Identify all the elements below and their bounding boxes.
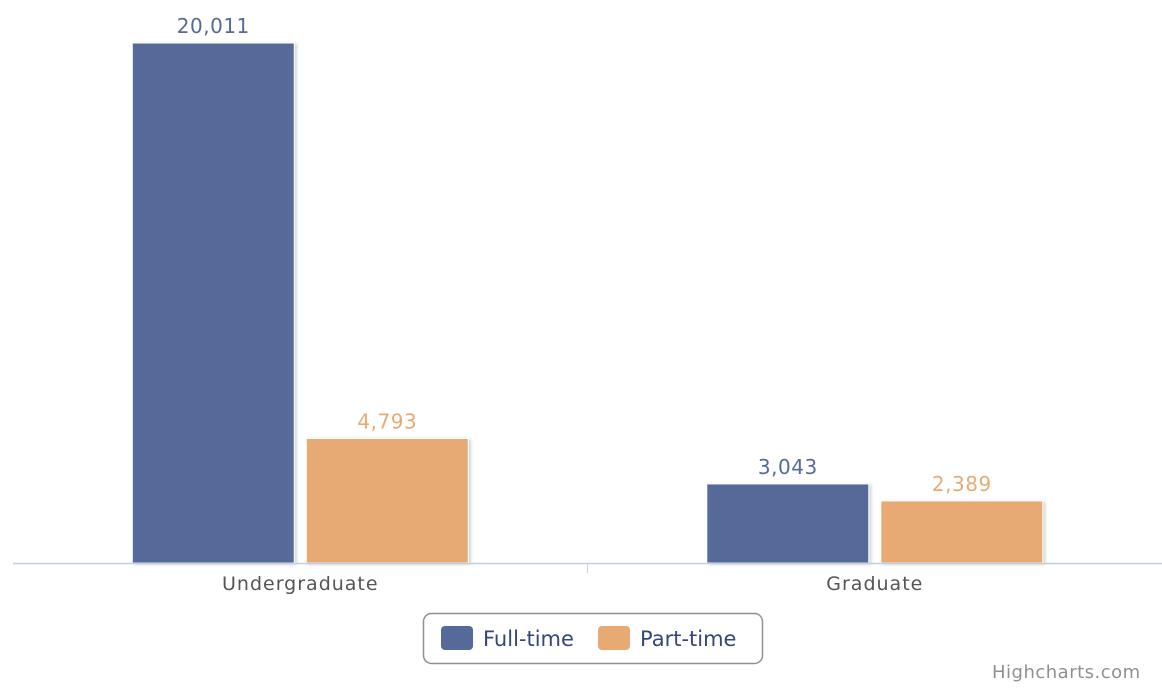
bar-full-time-undergraduate[interactable] xyxy=(131,42,295,564)
bar-full-time-graduate[interactable] xyxy=(706,483,870,564)
legend-label: Part-time xyxy=(640,627,736,651)
legend-swatch xyxy=(441,626,473,650)
bar-part-time-undergraduate[interactable] xyxy=(305,438,469,564)
credit-link[interactable]: Highcharts.com xyxy=(992,662,1141,683)
bars-layer xyxy=(131,42,1044,564)
data-label: 3,043 xyxy=(758,455,818,479)
legend-swatch xyxy=(598,626,630,650)
legend: Full-time Part-time xyxy=(422,612,764,665)
data-label: 20,011 xyxy=(177,14,250,38)
x-tick-label: Graduate xyxy=(826,573,923,595)
data-label: 4,793 xyxy=(357,410,417,434)
x-tick-label: Undergraduate xyxy=(222,573,379,595)
legend-item-full-time[interactable]: Full-time xyxy=(441,626,574,651)
data-label: 2,389 xyxy=(932,472,992,496)
x-axis: Undergraduate Graduate xyxy=(13,562,1162,595)
legend-label: Full-time xyxy=(483,627,574,651)
bar-part-time-graduate[interactable] xyxy=(880,500,1044,564)
legend-box xyxy=(422,612,764,665)
legend-item-part-time[interactable]: Part-time xyxy=(598,626,736,651)
data-labels-layer: 20,011 3,043 4,793 2,389 xyxy=(177,14,992,496)
